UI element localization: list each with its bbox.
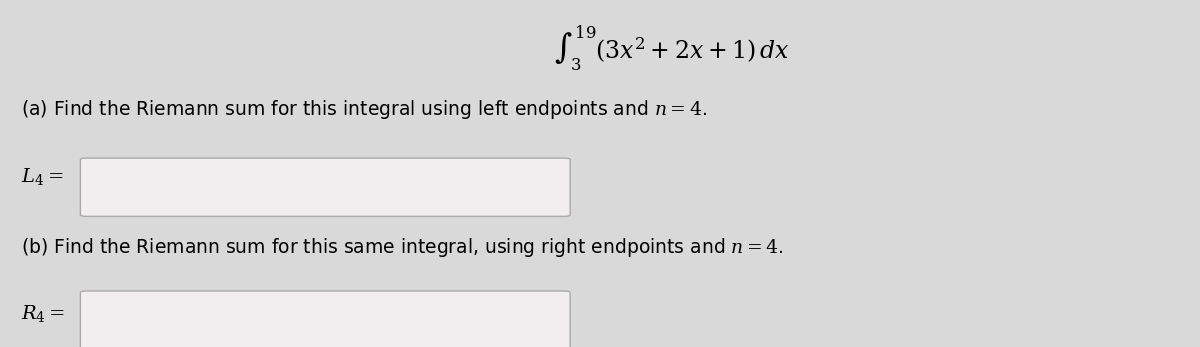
- Text: $\int_3^{19}(3x^2+2x+1)\,dx$: $\int_3^{19}(3x^2+2x+1)\,dx$: [554, 24, 790, 73]
- Text: (a) Find the Riemann sum for this integral using left endpoints and $n = 4$.: (a) Find the Riemann sum for this integr…: [20, 98, 707, 121]
- Text: $R_4 =$: $R_4 =$: [20, 303, 65, 324]
- FancyBboxPatch shape: [80, 291, 570, 347]
- Text: $L_4 =$: $L_4 =$: [20, 166, 64, 187]
- FancyBboxPatch shape: [80, 158, 570, 216]
- Text: (b) Find the Riemann sum for this same integral, using right endpoints and $n = : (b) Find the Riemann sum for this same i…: [20, 236, 784, 259]
